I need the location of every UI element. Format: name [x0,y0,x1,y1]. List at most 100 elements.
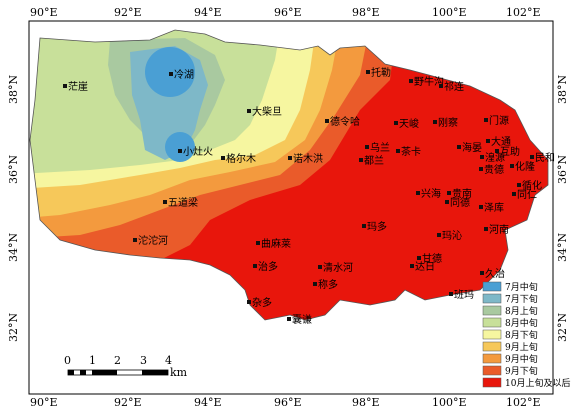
right-lat-label: 32°N [556,313,569,342]
left-lat-label: 32°N [7,313,20,342]
city-label: 班玛 [454,289,474,301]
city-marker [484,227,488,231]
city-marker [495,149,499,153]
right-lat-label: 38°N [556,75,569,104]
top-lon-label: 100°E [432,6,467,19]
city-marker [410,264,414,268]
city-marker [288,156,292,160]
city-marker [313,282,317,286]
bottom-lon-label: 94°E [194,396,222,409]
city-label: 玛沁 [442,230,462,242]
left-lat-label: 34°N [7,233,20,262]
top-lon-label: 90°E [30,6,58,19]
legend-item: 9月中旬 [482,353,538,365]
city-label: 化隆 [515,160,535,173]
scale-segment [142,370,168,375]
legend-swatch [482,281,502,292]
city-marker [510,164,514,168]
city-marker [169,72,173,76]
city-marker [416,191,420,195]
city-marker [365,145,369,149]
city-marker [247,109,251,113]
city-marker [480,155,484,159]
city-marker [457,145,461,149]
scale-bar: 0 1 2 3 4 km [64,354,188,379]
city-label: 同仁 [517,189,537,201]
city-label: 刚察 [438,116,458,129]
scale-segment [92,370,117,375]
left-lat-label: 36°N [7,155,20,184]
city-marker [178,149,182,153]
city-marker [247,300,251,304]
cities: 茫崖 冷湖 大柴旦 小灶火 格尔木 诺木洪 德令哈 托勒 野牛沟 祁连 天峻 刚… [63,66,555,326]
city-marker [287,317,291,321]
city-marker [484,118,488,122]
legend-swatch [482,377,502,388]
legend-swatch [482,329,502,340]
legend: 7月中旬 7月下旬 8月上旬 8月中旬 8月下旬 9月上旬 9月中旬 9月下旬 [482,281,570,389]
right-lat-label: 34°N [556,233,569,262]
bottom-lon-label: 90°E [30,396,58,409]
city-label: 天峻 [399,117,419,130]
city-marker [439,84,443,88]
top-lon-label: 96°E [274,6,302,19]
city-label: 称多 [318,278,338,291]
city-marker [437,233,441,237]
city-label: 小灶火 [183,145,213,158]
city-marker [512,192,516,196]
city-label: 曲麻莱 [261,237,291,250]
city-label: 诺木洪 [293,153,323,165]
legend-swatch [482,305,502,316]
city-marker [394,121,398,125]
city-marker [409,79,413,83]
city-label: 清水河 [323,261,353,274]
city-label: 茶卡 [401,145,421,158]
city-label: 循化 [522,179,542,192]
city-marker [359,158,363,162]
city-marker [449,292,453,296]
city-label: 贵南 [452,187,472,200]
scale-segment [80,370,86,375]
legend-label: 7月中旬 [505,281,538,293]
legend-label: 10月上旬及以后 [505,377,570,389]
legend-swatch [482,353,502,364]
city-label: 兴海 [421,187,441,200]
legend-swatch [482,317,502,328]
legend-label: 7月下旬 [505,293,538,305]
legend-label: 9月下旬 [505,365,538,377]
city-marker [447,191,451,195]
right-lat-label: 36°N [556,155,569,184]
city-label: 泽库 [484,201,504,214]
legend-label: 8月下旬 [505,329,538,341]
top-lon-label: 102°E [506,6,541,19]
legend-item: 7月中旬 [482,281,538,293]
city-label: 野牛沟 [414,75,444,88]
city-marker [396,149,400,153]
scale-tick-label: 4 [165,354,172,367]
city-label: 托勒 [371,66,391,79]
bottom-lon-label: 96°E [274,396,302,409]
city-label: 互助 [500,145,520,158]
city-label: 大柴旦 [252,105,282,118]
city-marker [433,120,437,124]
top-lon-label: 92°E [114,6,142,19]
city-label: 河南 [489,223,509,236]
city-label: 甘德 [422,252,442,265]
city-marker [163,200,167,204]
city-marker [253,264,257,268]
city-label: 大通 [491,135,511,148]
city-label: 杂多 [252,296,272,309]
scale-segment [68,370,74,375]
city-marker [325,119,329,123]
legend-label: 8月中旬 [505,317,538,329]
top-lon-label: 94°E [194,6,222,19]
city-marker [479,167,483,171]
city-marker [318,265,322,269]
city-label: 治多 [258,260,278,273]
city-label: 德令哈 [330,115,360,128]
scale-tick-label: 0 [64,354,71,367]
legend-label: 8月上旬 [505,305,538,317]
top-lon-label: 98°E [352,6,380,19]
left-lat-label: 38°N [7,75,20,104]
